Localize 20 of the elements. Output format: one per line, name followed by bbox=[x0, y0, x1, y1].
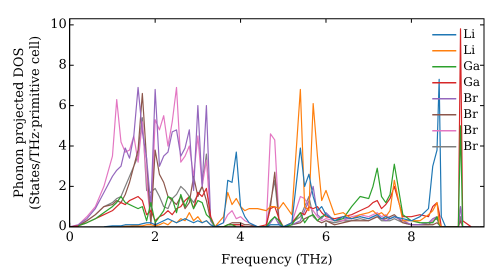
x-tick-label: 6 bbox=[322, 230, 330, 245]
y-tick-label: 8 bbox=[58, 58, 67, 73]
legend-label: Li bbox=[463, 42, 476, 57]
legend-label: Li bbox=[463, 26, 476, 41]
legend-label: Br bbox=[463, 122, 478, 137]
legend-label: Br bbox=[463, 90, 478, 105]
y-tick-label: 0 bbox=[58, 219, 67, 234]
legend-label: Ga bbox=[463, 58, 480, 73]
legend-label: Br bbox=[463, 138, 478, 153]
legend-label: Br bbox=[463, 106, 478, 121]
x-tick-label: 8 bbox=[407, 230, 416, 245]
y-tick-label: 2 bbox=[58, 178, 67, 194]
y-tick-label: 10 bbox=[50, 17, 67, 32]
x-tick-label: 2 bbox=[151, 230, 160, 245]
legend-label: Ga bbox=[463, 74, 480, 89]
y-axis-title: Phonon projected DOS (States/THz·primitive cell) bbox=[12, 36, 43, 210]
y-tick-label: 4 bbox=[58, 138, 67, 154]
x-tick-label: 4 bbox=[236, 230, 245, 245]
x-axis-title: Frequency (THz) bbox=[221, 252, 333, 268]
y-tick-label: 6 bbox=[58, 98, 67, 114]
